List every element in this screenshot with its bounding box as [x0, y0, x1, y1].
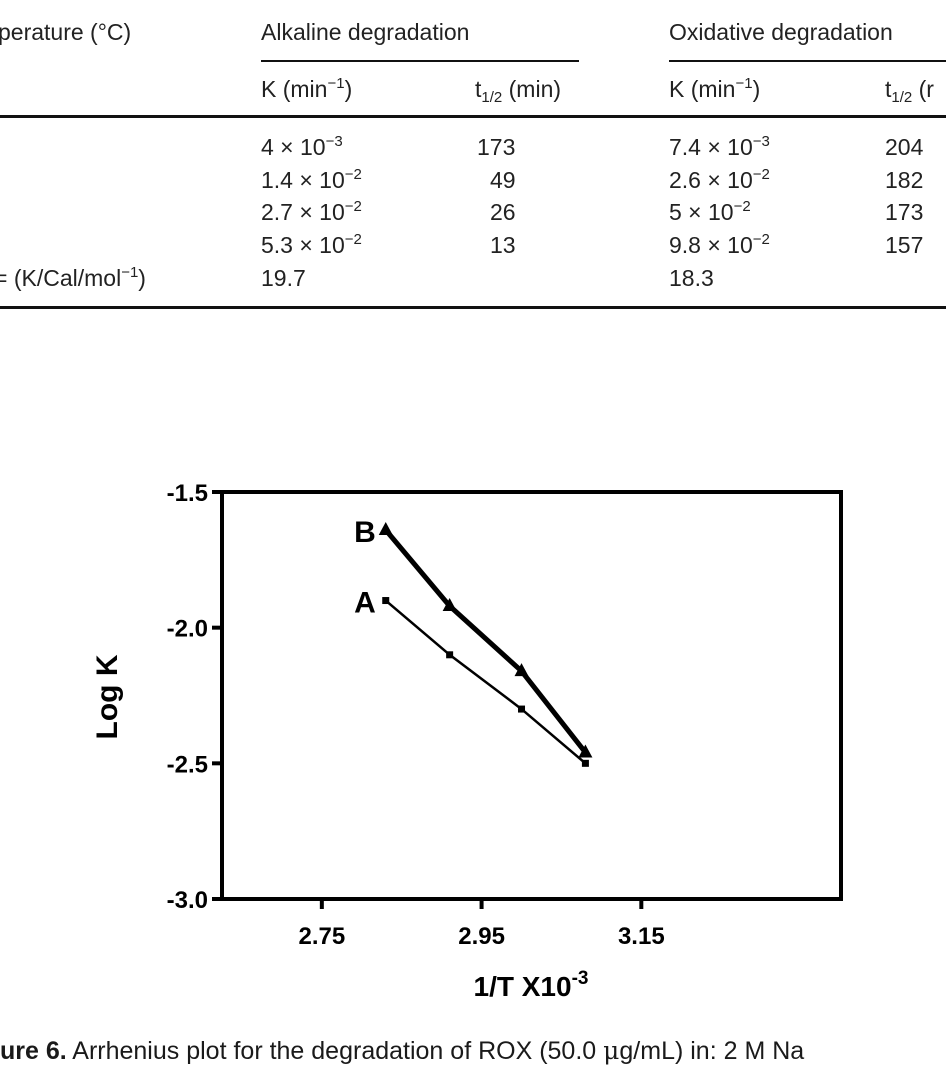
y-axis-label: Log K [91, 654, 124, 739]
k-exponent: −2 [752, 166, 770, 183]
k-mantissa: 5 × 10 [669, 199, 734, 225]
caption-text-part2: g/mL) in: 2 M Na [619, 1037, 805, 1065]
oxidative-k-cell: 9.8 × 10−2 [669, 231, 770, 258]
alkaline-half-life-header: t1/2 (min) [475, 76, 562, 106]
t-label-subscript: 1/2 [891, 89, 913, 106]
series-a-point [382, 597, 390, 605]
k-exponent: −2 [344, 198, 362, 215]
oxidative-k-header: K (min−1) [669, 75, 761, 103]
oxidative-header-rule [669, 60, 946, 62]
t-label-subscript: 1/2 [481, 89, 503, 106]
alkaline-half-life-cell: 13 [490, 232, 516, 258]
t-label-text: t [885, 76, 892, 102]
alkaline-degradation-header: Alkaline degradation [261, 19, 470, 45]
series-b-line [383, 528, 588, 755]
k-exponent: −3 [325, 133, 343, 150]
alkaline-header-rule [261, 60, 579, 62]
x-tick-label: 2.75 [298, 923, 345, 950]
oxidative-k-cell: 7.4 × 10−3 [669, 133, 770, 160]
k-exponent: −2 [752, 231, 770, 248]
t-label-unit: (min) [502, 76, 562, 102]
series-b-point [578, 744, 593, 758]
t-label-text: t [475, 76, 482, 102]
oxidative-degradation-header: Oxidative degradation [669, 19, 893, 45]
y-tick-label: -2.5 [167, 751, 208, 778]
k-mantissa: 5.3 × 10 [261, 232, 345, 258]
x-axis-label: 1/T X10-3 [474, 968, 589, 1002]
x-axis-label-main: 1/T X10 [474, 971, 572, 1002]
alkaline-half-life-cell: 26 [490, 199, 516, 225]
y-tick-label: -2.0 [167, 616, 208, 643]
t-label-unit: (r [912, 76, 934, 102]
x-axis-label-exponent: -3 [572, 968, 589, 989]
oxidative-k-cell: 2.6 × 10−2 [669, 166, 770, 193]
k-label-text: K (min [669, 76, 736, 102]
oxidative-k-cell: 5 × 10−2 [669, 198, 751, 225]
plot-frame [220, 490, 843, 901]
alkaline-k-cell: 5.3 × 10−2 [261, 231, 362, 258]
k-label-text: K (min [261, 76, 328, 102]
oxidative-activation-energy: 18.3 [669, 265, 714, 291]
oxidative-half-life-cell: 204 [885, 134, 924, 160]
k-mantissa: 4 × 10 [261, 134, 326, 160]
k-exponent: −2 [733, 198, 751, 215]
y-tick-label: -3.0 [167, 887, 208, 914]
series-a-point [581, 759, 589, 767]
k-mantissa: 7.4 × 10 [669, 134, 753, 160]
series-b-label: B [354, 516, 376, 549]
arrhenius-plot-svg: -1.5 -2.0 -2.5 -3.0 2.75 2.95 3.15 A B Log K 1… [91, 480, 843, 1002]
oxidative-half-life-cell: 182 [885, 167, 924, 193]
alkaline-half-life-cell: 173 [477, 134, 516, 160]
k-exponent: −2 [344, 231, 362, 248]
alkaline-half-life-cell: 49 [490, 167, 516, 193]
alkaline-activation-energy: 19.7 [261, 265, 306, 291]
series-a-label: A [354, 587, 376, 620]
table-bottom-rule [0, 306, 946, 309]
figure-label: ure 6. [0, 1037, 67, 1065]
series-b-point [442, 597, 457, 611]
table-header-rule [0, 115, 946, 118]
k-label-close: ) [344, 76, 353, 102]
x-tick-label: 3.15 [618, 923, 665, 950]
oxidative-half-life-cell: 157 [885, 232, 924, 258]
alkaline-k-cell: 1.4 × 10−2 [261, 166, 362, 193]
arrhenius-chart: -1.5 -2.0 -2.5 -3.0 2.75 2.95 3.15 A B Log K 1… [0, 455, 946, 1025]
x-tick-label: 2.95 [458, 923, 505, 950]
k-label-exponent: −1 [327, 75, 345, 92]
oxidative-half-life-cell: 173 [885, 199, 924, 225]
figure-caption: ure 6. Arrhenius plot for the degradatio… [0, 1036, 946, 1066]
k-label-exponent: −1 [735, 75, 753, 92]
ea-label-close: ) [138, 265, 146, 291]
caption-text-part1: Arrhenius plot for the degradation of RO… [66, 1037, 604, 1065]
k-exponent: −2 [344, 166, 362, 183]
series-a-point [518, 705, 526, 713]
k-label-close: ) [752, 76, 761, 102]
temperature-column-header: perature (°C) [0, 19, 132, 45]
series-a-point [446, 651, 454, 659]
series-a-line [384, 599, 587, 765]
mu-symbol: μ [603, 1036, 620, 1065]
k-mantissa: 2.6 × 10 [669, 167, 753, 193]
k-exponent: −3 [752, 133, 770, 150]
series-b-point [514, 663, 529, 677]
oxidative-half-life-header: t1/2 (r [885, 76, 934, 106]
activation-energy-label: = (K/Cal/mol−1) [0, 264, 146, 291]
series-b-point [378, 521, 393, 535]
alkaline-k-cell: 4 × 10−3 [261, 133, 343, 160]
k-mantissa: 2.7 × 10 [261, 199, 345, 225]
k-mantissa: 9.8 × 10 [669, 232, 753, 258]
alkaline-k-header: K (min−1) [261, 75, 353, 103]
alkaline-k-cell: 2.7 × 10−2 [261, 198, 362, 225]
ea-label-exponent: −1 [121, 264, 139, 281]
k-mantissa: 1.4 × 10 [261, 167, 345, 193]
y-tick-label: -1.5 [167, 480, 208, 507]
ea-label-text: = (K/Cal/mol [0, 265, 122, 291]
